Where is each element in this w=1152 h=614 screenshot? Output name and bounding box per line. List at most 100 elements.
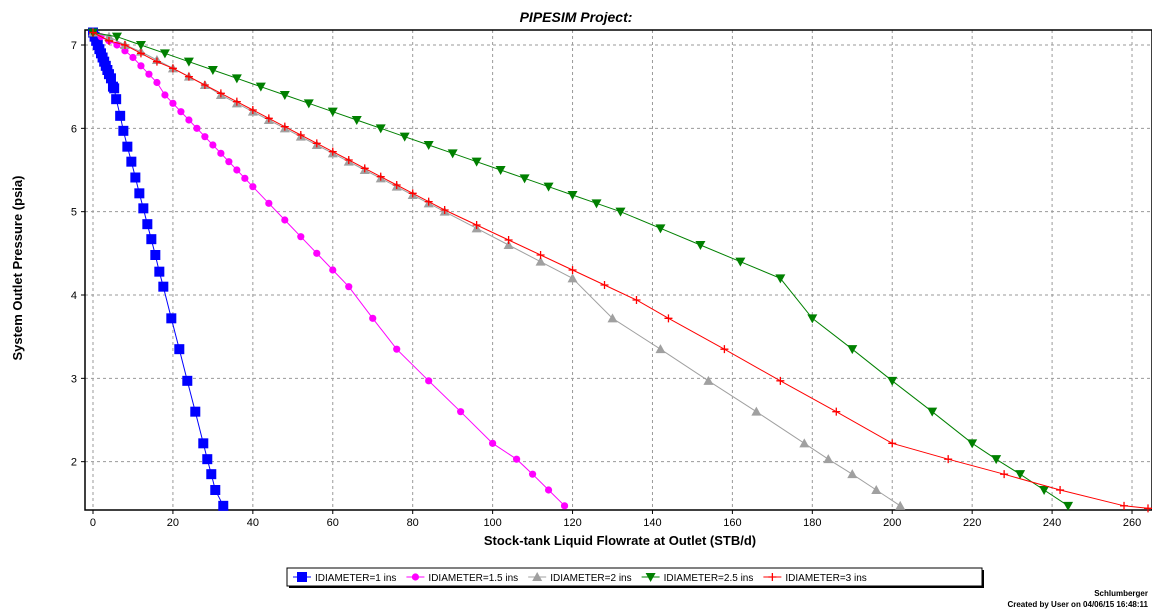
y-tick-label: 7 bbox=[71, 40, 77, 52]
data-point bbox=[241, 174, 249, 182]
data-point bbox=[296, 131, 305, 139]
data-point bbox=[218, 500, 229, 511]
data-point bbox=[210, 485, 221, 495]
data-point bbox=[360, 164, 369, 173]
x-tick-label: 40 bbox=[247, 517, 259, 529]
data-point bbox=[166, 313, 177, 324]
data-point bbox=[328, 147, 337, 156]
data-point bbox=[457, 408, 465, 416]
data-point bbox=[345, 283, 353, 291]
series-3 bbox=[87, 27, 906, 510]
data-point bbox=[177, 108, 185, 116]
series-group bbox=[87, 27, 1152, 513]
data-point bbox=[130, 172, 141, 183]
data-point bbox=[1015, 470, 1026, 480]
data-point bbox=[152, 57, 161, 66]
legend-item: IDIAMETER=2 ins bbox=[528, 572, 632, 584]
data-point bbox=[182, 375, 193, 386]
data-point bbox=[174, 344, 185, 355]
data-point bbox=[232, 97, 241, 106]
chart-title: PIPESIM Project: bbox=[520, 9, 633, 25]
data-point bbox=[202, 454, 213, 465]
data-point bbox=[233, 166, 241, 174]
data-point bbox=[159, 49, 170, 59]
data-point bbox=[664, 314, 673, 323]
data-point bbox=[198, 438, 209, 449]
data-point bbox=[799, 438, 810, 448]
data-point bbox=[120, 41, 129, 49]
grid bbox=[85, 30, 1152, 510]
data-point bbox=[122, 141, 133, 152]
data-point bbox=[169, 99, 177, 107]
data-point bbox=[1120, 501, 1129, 510]
x-tick-label: 220 bbox=[963, 517, 981, 529]
data-point bbox=[303, 99, 314, 109]
data-point bbox=[231, 74, 242, 84]
data-point bbox=[393, 345, 401, 353]
data-point bbox=[720, 345, 729, 354]
data-point bbox=[281, 216, 289, 224]
data-point bbox=[927, 407, 938, 417]
data-point bbox=[135, 41, 146, 50]
data-point bbox=[600, 281, 609, 289]
data-point bbox=[115, 110, 126, 121]
legend-label: IDIAMETER=2.5 ins bbox=[664, 573, 754, 584]
footer-company: Schlumberger bbox=[1094, 589, 1148, 598]
data-point bbox=[655, 224, 666, 234]
x-tick-label: 200 bbox=[883, 517, 901, 529]
data-point bbox=[503, 240, 514, 249]
data-point bbox=[832, 407, 841, 416]
data-point bbox=[264, 114, 273, 123]
data-point bbox=[138, 203, 149, 214]
data-point bbox=[190, 406, 201, 417]
data-point bbox=[146, 234, 157, 245]
x-axis-label: Stock-tank Liquid Flowrate at Outlet (ST… bbox=[484, 533, 756, 548]
data-point bbox=[489, 439, 497, 447]
data-point bbox=[871, 485, 882, 494]
data-point bbox=[544, 486, 553, 494]
data-point bbox=[312, 139, 321, 148]
legend-box bbox=[286, 567, 983, 587]
legend-marker bbox=[297, 572, 307, 582]
data-point bbox=[297, 233, 305, 241]
y-tick-label: 4 bbox=[71, 290, 77, 302]
data-point bbox=[183, 57, 194, 67]
x-tick-label: 260 bbox=[1123, 517, 1141, 529]
data-point bbox=[543, 182, 554, 192]
legend-item: IDIAMETER=1.5 ins bbox=[406, 573, 518, 584]
y-tick-label: 2 bbox=[71, 457, 77, 469]
legend-marker bbox=[532, 572, 543, 581]
data-point bbox=[447, 149, 458, 159]
data-point bbox=[1144, 504, 1152, 513]
data-point bbox=[142, 219, 153, 230]
x-tick-label: 160 bbox=[723, 517, 741, 529]
y-tick-label: 3 bbox=[71, 373, 77, 385]
legend-label: IDIAMETER=3 ins bbox=[785, 573, 866, 584]
data-point bbox=[158, 281, 169, 292]
legend: IDIAMETER=1 ins IDIAMETER=1.5 ins IDIAMETE… bbox=[286, 567, 984, 588]
data-point bbox=[153, 78, 161, 87]
series-2 bbox=[89, 28, 569, 510]
data-point bbox=[535, 256, 546, 266]
footer-created: Created by User on 04/06/15 16:48:11 bbox=[1007, 600, 1148, 609]
data-point bbox=[185, 116, 193, 124]
data-point bbox=[887, 376, 898, 386]
x-tick-label: 100 bbox=[483, 517, 501, 529]
data-point bbox=[200, 81, 209, 89]
y-axis-label: System Outlet Pressure (psia) bbox=[10, 176, 25, 361]
data-point bbox=[225, 158, 233, 166]
data-point bbox=[1000, 470, 1009, 479]
data-point bbox=[471, 157, 482, 167]
data-point bbox=[1056, 486, 1065, 494]
data-point bbox=[207, 66, 218, 75]
data-point bbox=[536, 251, 545, 259]
series-1 bbox=[87, 27, 229, 511]
data-point bbox=[279, 91, 290, 100]
legend-item: IDIAMETER=2.5 ins bbox=[641, 573, 754, 584]
data-point bbox=[567, 191, 578, 200]
data-point bbox=[591, 199, 602, 209]
data-point bbox=[376, 172, 385, 181]
data-point bbox=[344, 156, 353, 164]
data-point bbox=[560, 502, 569, 510]
